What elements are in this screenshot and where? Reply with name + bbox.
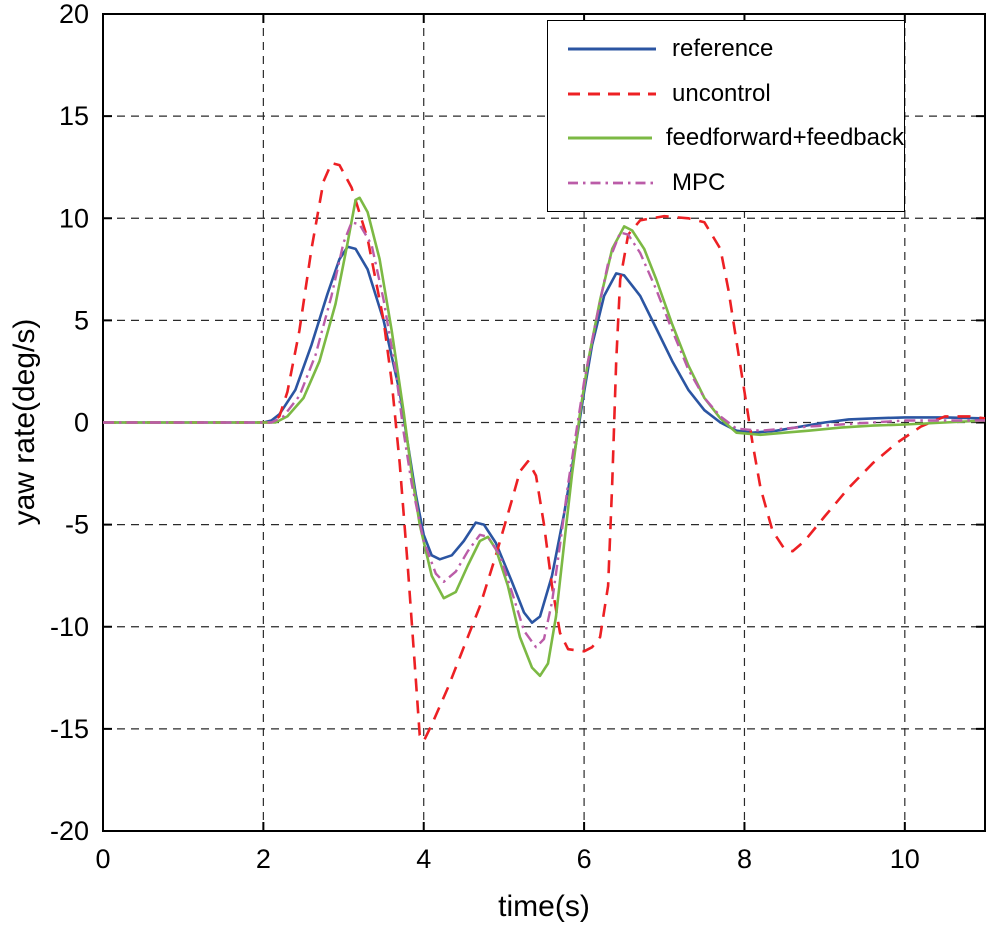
x-tick-label: 2 — [256, 844, 271, 874]
legend-label: uncontrol — [672, 79, 771, 107]
series-line-reference — [103, 245, 986, 624]
legend-line-sample — [568, 136, 652, 140]
x-tick-label: 6 — [577, 844, 592, 874]
x-tick-label: 8 — [737, 844, 752, 874]
legend-line-sample — [568, 47, 656, 51]
y-tick-label: 15 — [59, 101, 89, 131]
legend-item-feedforward-feedback: feedforward+feedback — [566, 124, 904, 152]
legend: reference uncontrol feedforward+feedback MP… — [547, 20, 905, 212]
tick-marks — [102, 13, 985, 832]
x-tick-label: 10 — [890, 844, 920, 874]
y-tick-label: 0 — [74, 408, 89, 438]
legend-label: MPC — [672, 168, 726, 196]
series-lines — [103, 161, 986, 743]
series-line-mpc — [103, 221, 985, 649]
series-line-feedforward-feedback — [103, 196, 986, 678]
legend-line-sample — [568, 92, 656, 96]
legend-item-reference: reference — [566, 35, 904, 63]
y-tick-label: 20 — [59, 0, 89, 29]
x-tick-label: 4 — [416, 844, 431, 874]
y-tick-label: -15 — [50, 714, 89, 744]
legend-item-mpc: MPC — [566, 169, 904, 197]
y-tick-label: 10 — [59, 203, 89, 233]
legend-line-sample — [568, 181, 656, 185]
x-axis-label: time(s) — [498, 890, 590, 923]
y-tick-label: -10 — [50, 612, 89, 642]
y-tick-label: 5 — [74, 305, 89, 335]
legend-label: reference — [672, 35, 774, 63]
tick-labels: 0 2 4 6 8 10 -20 -15 -10 -5 0 5 10 15 20 — [50, 0, 920, 874]
series-line-uncontrol — [103, 161, 986, 743]
legend-label: feedforward+feedback — [665, 124, 904, 152]
y-axis-label: yaw rate(deg/s) — [8, 319, 41, 526]
y-tick-label: -5 — [65, 510, 89, 540]
y-tick-label: -20 — [50, 816, 89, 846]
legend-item-uncontrol: uncontrol — [566, 80, 904, 108]
x-tick-label: 0 — [95, 844, 110, 874]
